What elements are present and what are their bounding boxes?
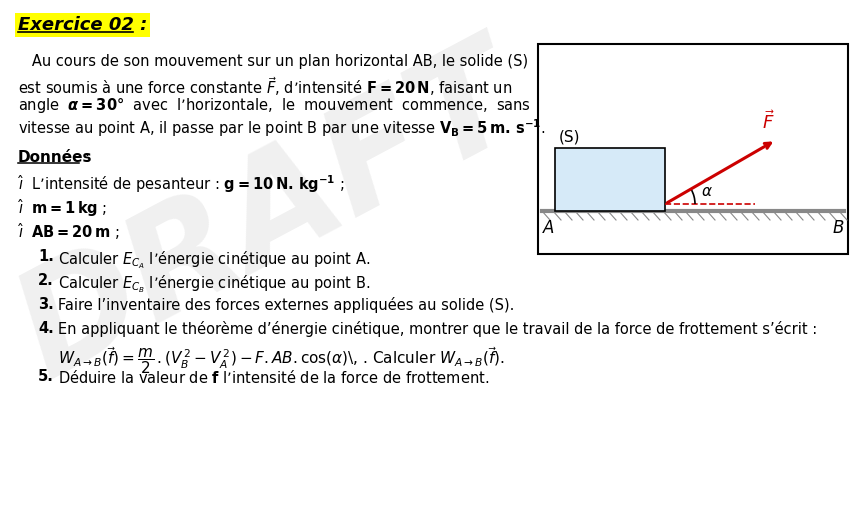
Text: :: : (80, 150, 90, 165)
Text: angle  $\boldsymbol{\alpha = 30°}$  avec  l’horizontale,  le  mouvement  commenc: angle $\boldsymbol{\alpha = 30°}$ avec l… (18, 96, 531, 115)
Text: 4.: 4. (38, 321, 54, 336)
Text: Au cours de son mouvement sur un plan horizontal AB, le solide (S): Au cours de son mouvement sur un plan ho… (18, 54, 527, 69)
Text: DRAFT: DRAFT (0, 26, 543, 406)
Text: $W_{A\rightarrow B}(\vec{f}) = \dfrac{m}{2}\,.(V_B^{\,2} - V_A^{\,2}) - F.AB.\co: $W_{A\rightarrow B}(\vec{f}) = \dfrac{m}… (58, 345, 504, 376)
Text: $\hat{\imath}$  L’intensité de pesanteur : $\mathbf{g = 10\,N.\,kg^{-1}}$ ;: $\hat{\imath}$ L’intensité de pesanteur … (18, 173, 344, 195)
Text: est soumis à une force constante $\vec{F}$, d’intensité $\mathbf{F = 20\,N}$, fa: est soumis à une force constante $\vec{F… (18, 75, 512, 98)
Text: Calculer $E_{C_A}$ l’énergie cinétique au point A.: Calculer $E_{C_A}$ l’énergie cinétique a… (58, 249, 370, 270)
Text: Exercice 02 :: Exercice 02 : (18, 16, 148, 34)
Polygon shape (554, 148, 664, 211)
Text: 1.: 1. (38, 249, 54, 264)
Text: Faire l’inventaire des forces externes appliquées au solide (S).: Faire l’inventaire des forces externes a… (58, 297, 514, 313)
Text: Calculer $E_{C_B}$ l’énergie cinétique au point B.: Calculer $E_{C_B}$ l’énergie cinétique a… (58, 273, 370, 295)
Text: $\vec{F}$: $\vec{F}$ (761, 110, 773, 133)
Text: (S): (S) (559, 129, 580, 144)
Text: $\hat{\imath}$  $\mathbf{AB = 20\,m}$ ;: $\hat{\imath}$ $\mathbf{AB = 20\,m}$ ; (18, 221, 119, 242)
Text: $A$: $A$ (542, 219, 554, 237)
Text: Déduire la valeur de $\mathbf{f}$ l’intensité de la force de frottement.: Déduire la valeur de $\mathbf{f}$ l’inte… (58, 369, 489, 386)
Text: $\alpha$: $\alpha$ (700, 184, 712, 199)
Text: 2.: 2. (38, 273, 54, 288)
Text: vitesse au point A, il passe par le point B par une vitesse $\mathbf{V_B = 5\,m.: vitesse au point A, il passe par le poin… (18, 117, 545, 139)
Text: Données: Données (18, 150, 92, 165)
Text: 5.: 5. (38, 369, 54, 384)
Text: En appliquant le théorème d’énergie cinétique, montrer que le travail de la forc: En appliquant le théorème d’énergie ciné… (58, 321, 816, 337)
Text: 3.: 3. (38, 297, 54, 312)
Text: $B$: $B$ (831, 219, 844, 237)
Text: $\hat{\imath}$  $\mathbf{m = 1\,kg}$ ;: $\hat{\imath}$ $\mathbf{m = 1\,kg}$ ; (18, 197, 107, 219)
